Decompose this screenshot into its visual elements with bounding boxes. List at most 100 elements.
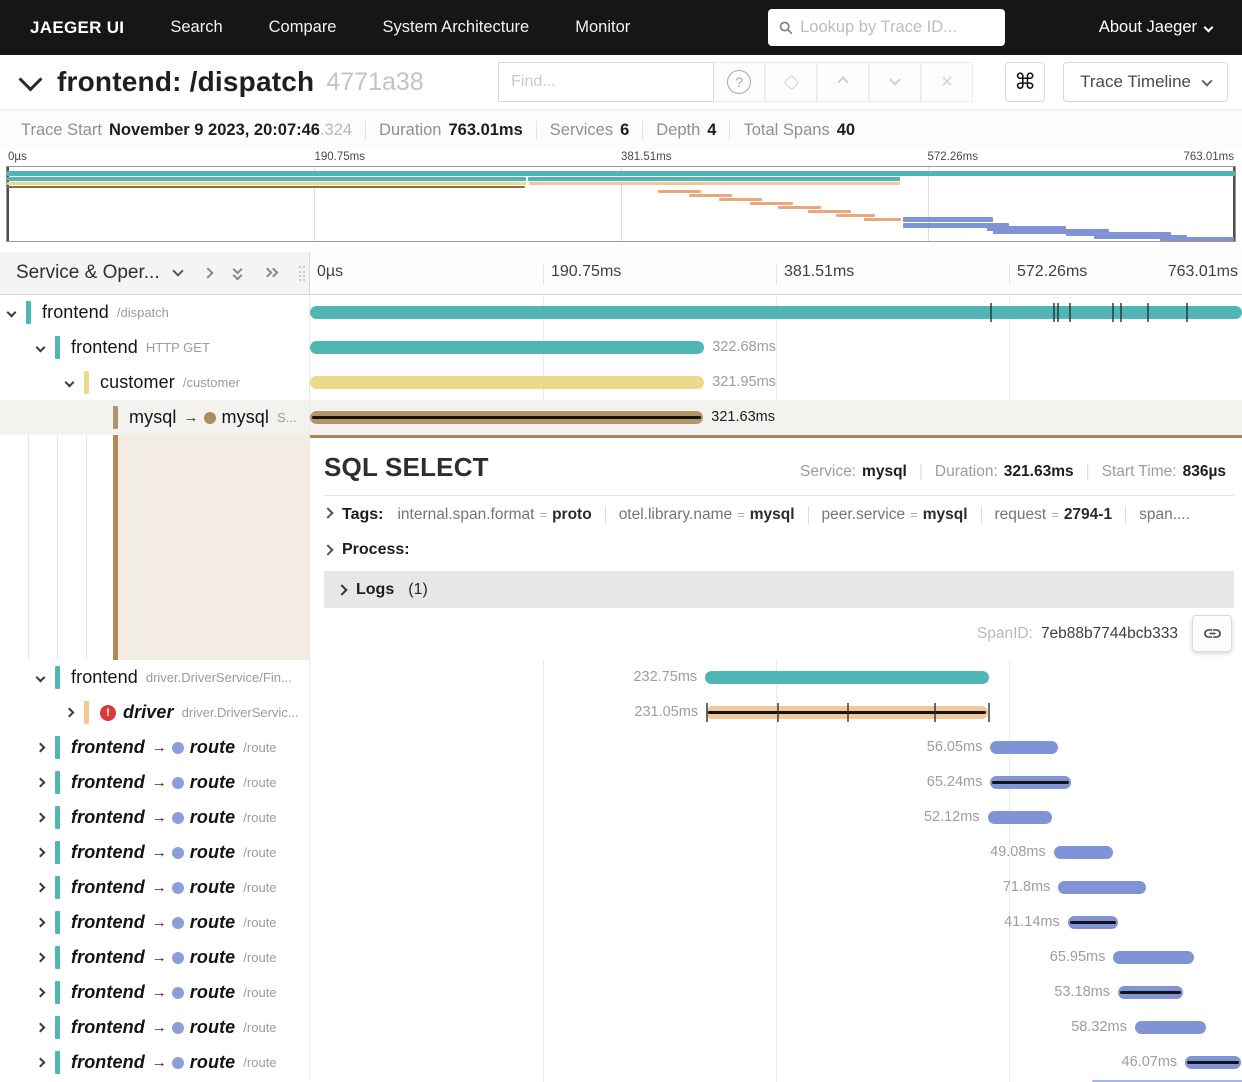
service-color-bar bbox=[55, 876, 60, 899]
find-input[interactable] bbox=[498, 62, 714, 102]
collapse-all-icon[interactable] bbox=[232, 264, 244, 281]
tags-section[interactable]: Tags: internal.span.format = proto otel.lib… bbox=[322, 506, 1234, 524]
chevron-right-icon[interactable] bbox=[35, 917, 55, 928]
span-row[interactable]: frontend driver.DriverService/Fin... 232.7… bbox=[0, 660, 1242, 695]
start-time-label: Start Time: bbox=[1101, 463, 1177, 480]
log-tick bbox=[776, 703, 779, 722]
span-bar[interactable] bbox=[987, 811, 1052, 824]
spanid-value: 7eb88b7744bcb333 bbox=[1040, 624, 1178, 642]
span-row[interactable]: frontend → route/route 56.05ms bbox=[0, 730, 1242, 765]
chevron-right-icon[interactable] bbox=[35, 882, 55, 893]
span-bar[interactable] bbox=[310, 306, 1242, 319]
span-row[interactable]: frontend → route/route 71.8ms bbox=[0, 870, 1242, 905]
chevron-down-icon[interactable] bbox=[6, 307, 26, 318]
span-timeline-cell: 58.32ms bbox=[310, 1010, 1242, 1045]
keyboard-shortcuts-button[interactable]: ⌘ bbox=[1005, 62, 1046, 102]
span-bar[interactable] bbox=[1053, 846, 1114, 859]
focus-span-button[interactable] bbox=[765, 62, 818, 102]
span-row[interactable]: frontend → route/route 49.08ms bbox=[0, 835, 1242, 870]
copy-link-button[interactable] bbox=[1192, 615, 1232, 652]
about-jaeger-menu[interactable]: About Jaeger bbox=[1099, 18, 1214, 37]
logs-label: Logs bbox=[356, 580, 395, 598]
process-section[interactable]: Process: bbox=[322, 541, 1234, 559]
span-bar[interactable] bbox=[310, 341, 705, 354]
child-service-name: route bbox=[189, 982, 236, 1002]
span-bar[interactable] bbox=[1185, 1056, 1242, 1069]
chevron-right-icon[interactable] bbox=[35, 742, 55, 753]
service-color-bar bbox=[55, 946, 60, 969]
expand-one-level-icon[interactable] bbox=[201, 267, 214, 279]
chevron-down-icon[interactable] bbox=[35, 342, 55, 353]
logs-section[interactable]: Logs (1) bbox=[324, 571, 1234, 608]
span-row[interactable]: frontend → route/route 46.07ms bbox=[0, 1045, 1242, 1080]
nav-item-system-architecture[interactable]: System Architecture bbox=[382, 18, 530, 36]
clear-find-button[interactable]: × bbox=[921, 62, 974, 102]
span-bar[interactable] bbox=[990, 741, 1059, 754]
service-color-bar bbox=[55, 1016, 60, 1039]
minimap-time-label: 763.01ms bbox=[1183, 151, 1234, 163]
span-timeline-cell: 65.24ms bbox=[310, 765, 1242, 800]
nav-item-compare[interactable]: Compare bbox=[268, 18, 337, 36]
span-bar[interactable] bbox=[310, 376, 705, 389]
span-bar[interactable] bbox=[1118, 986, 1184, 999]
trace-stat: Total Spans 40 bbox=[729, 120, 868, 140]
find-help-button[interactable]: ? bbox=[713, 62, 766, 102]
expand-all-icon[interactable] bbox=[262, 266, 279, 280]
chevron-down-icon[interactable] bbox=[35, 672, 55, 683]
column-resizer-grip[interactable] bbox=[299, 266, 305, 281]
tag-item: request = 2794-1 bbox=[980, 506, 1126, 524]
arrow-icon: → bbox=[151, 809, 167, 826]
span-row[interactable]: frontend → route/route 52.12ms bbox=[0, 800, 1242, 835]
span-bar[interactable] bbox=[1058, 881, 1146, 894]
prev-result-button[interactable] bbox=[817, 62, 870, 102]
span-bar[interactable] bbox=[1134, 1021, 1206, 1034]
chevron-down-icon[interactable] bbox=[64, 377, 84, 388]
span-row[interactable]: frontend → route/route 41.14ms bbox=[0, 905, 1242, 940]
span-bar[interactable] bbox=[706, 706, 988, 719]
minimap-gridline bbox=[621, 167, 622, 241]
minimap-time-label: 572.26ms bbox=[927, 151, 979, 163]
trace-id-search-input[interactable] bbox=[800, 18, 995, 37]
child-service-dot-icon bbox=[171, 986, 184, 999]
nav-item-monitor[interactable]: Monitor bbox=[575, 18, 631, 36]
trace-id-search[interactable] bbox=[767, 9, 1005, 46]
span-bar[interactable] bbox=[990, 776, 1071, 789]
operation-name: S... bbox=[277, 410, 297, 425]
operation-name: /route bbox=[243, 985, 277, 1000]
nav-item-search[interactable]: Search bbox=[170, 18, 223, 36]
span-row[interactable]: frontend → route/route 58.32ms bbox=[0, 1010, 1242, 1045]
chevron-right-icon[interactable] bbox=[35, 1022, 55, 1033]
app-logo[interactable]: JAEGER UI bbox=[30, 17, 125, 37]
timeline-gridline bbox=[543, 295, 544, 1082]
child-span-stripe bbox=[1069, 920, 1117, 924]
span-bar[interactable] bbox=[705, 671, 990, 684]
minimap-right-scrubber[interactable] bbox=[1233, 167, 1235, 241]
trace-minimap[interactable] bbox=[6, 166, 1236, 242]
chevron-right-icon[interactable] bbox=[35, 1057, 55, 1068]
collapse-trace-chevron-icon[interactable] bbox=[18, 66, 43, 92]
chevron-right-icon[interactable] bbox=[35, 812, 55, 823]
chevron-right-icon[interactable] bbox=[35, 952, 55, 963]
span-row[interactable]: ! driver driver.DriverServic... 231.05ms bbox=[0, 695, 1242, 730]
span-row[interactable]: frontend → route/route 65.95ms bbox=[0, 940, 1242, 975]
span-row[interactable]: frontend/dispatch bbox=[0, 295, 1242, 330]
service-name: frontend bbox=[71, 877, 145, 897]
chevron-right-icon[interactable] bbox=[35, 847, 55, 858]
minimap-span-bar bbox=[7, 177, 527, 181]
next-result-button[interactable] bbox=[869, 62, 922, 102]
service-color-bar bbox=[113, 406, 118, 429]
span-row[interactable]: frontend HTTP GET 322.68ms bbox=[0, 330, 1242, 365]
chevron-right-icon[interactable] bbox=[35, 987, 55, 998]
span-row[interactable]: mysql → mysql S... 321.63ms bbox=[0, 400, 1242, 435]
chevron-down-icon[interactable] bbox=[171, 265, 184, 277]
chevron-right-icon[interactable] bbox=[35, 777, 55, 788]
view-select-button[interactable]: Trace Timeline bbox=[1063, 62, 1228, 102]
span-bar[interactable] bbox=[1067, 916, 1119, 929]
chevron-right-icon[interactable] bbox=[64, 707, 84, 718]
span-bar[interactable] bbox=[1113, 951, 1194, 964]
span-row[interactable]: frontend → route/route 53.18ms bbox=[0, 975, 1242, 1010]
span-row[interactable]: frontend → route/route 65.24ms bbox=[0, 765, 1242, 800]
span-bar[interactable] bbox=[310, 411, 704, 424]
minimap-left-scrubber[interactable] bbox=[7, 167, 9, 241]
span-row[interactable]: customer/customer 321.95ms bbox=[0, 365, 1242, 400]
